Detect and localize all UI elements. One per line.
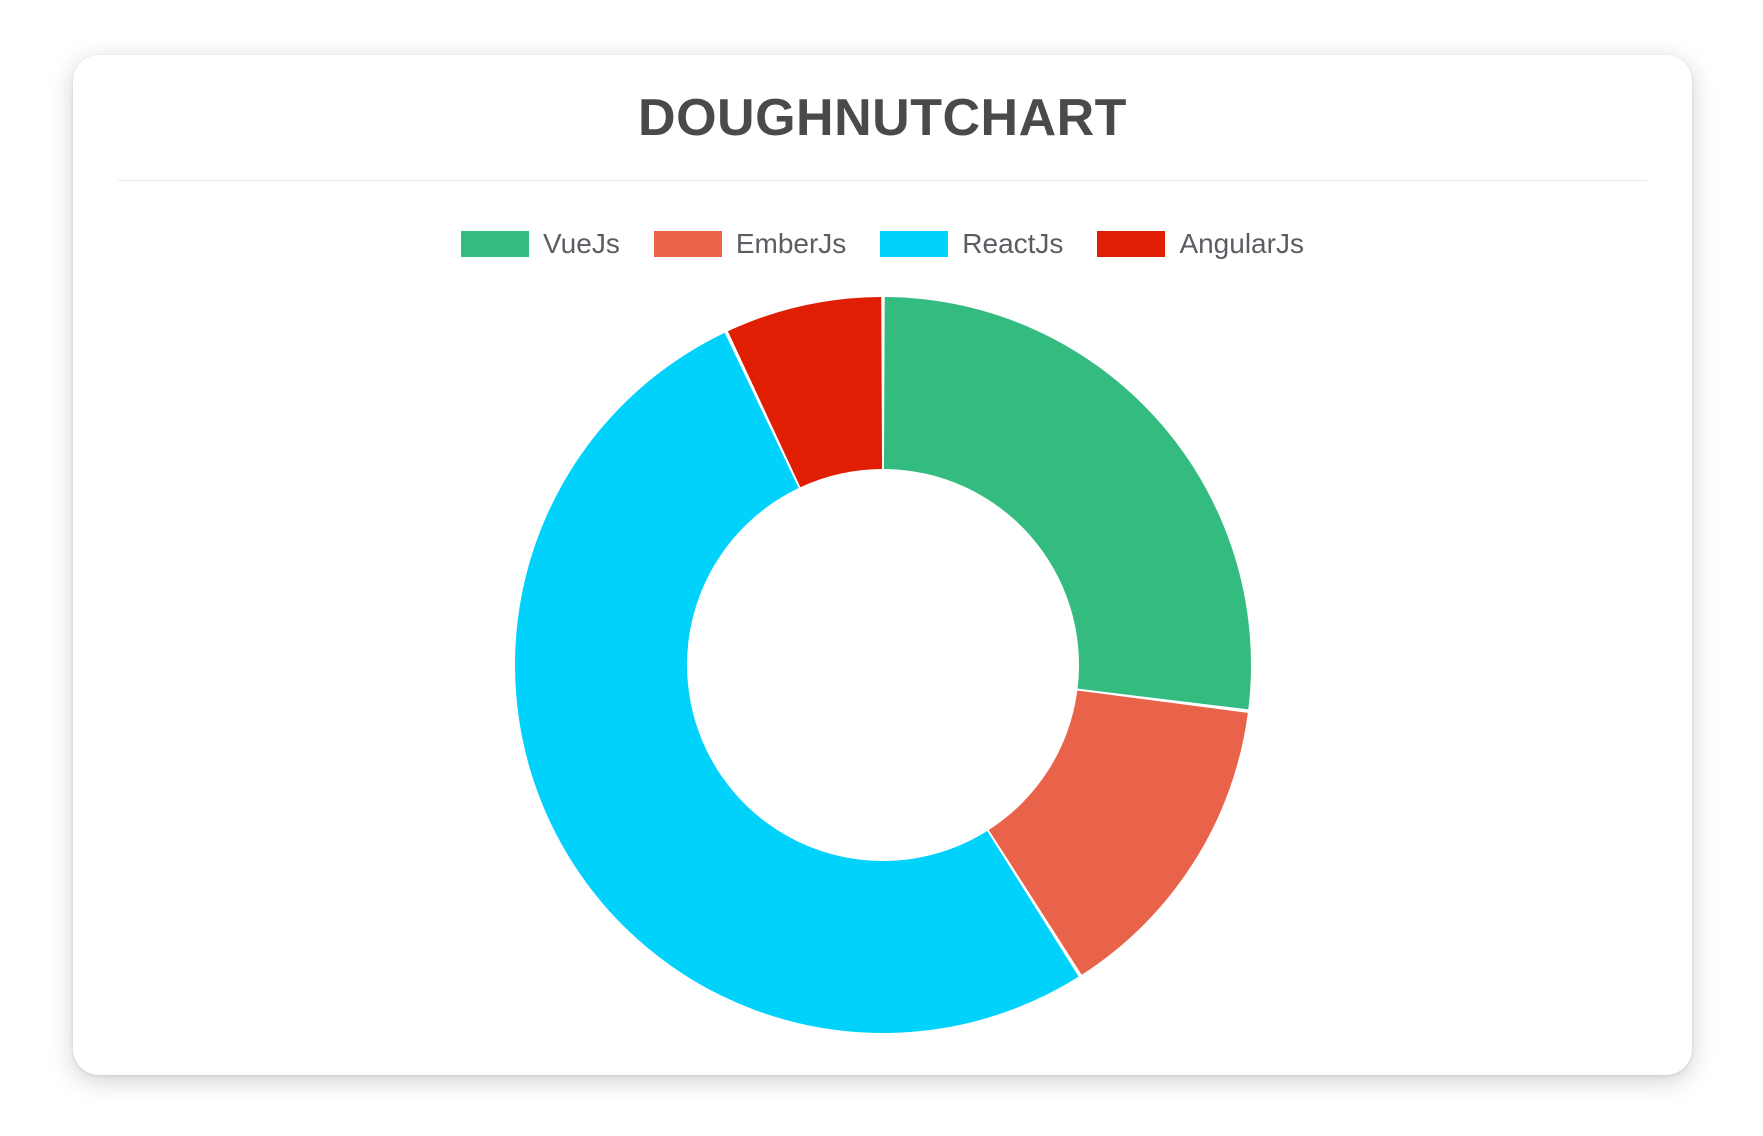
legend-item-emberjs[interactable]: EmberJs: [653, 228, 847, 259]
color-swatch-icon: [461, 231, 530, 257]
donut-slice-emberjs[interactable]: [988, 690, 1248, 975]
page-title: DOUGHNUTCHART: [638, 88, 1127, 147]
color-swatch-icon: [1097, 231, 1166, 257]
color-swatch-icon: [880, 231, 949, 257]
legend-item-label: EmberJs: [735, 228, 847, 259]
doughnut-chart[interactable]: [483, 265, 1283, 1065]
legend-item-label: ReactJs: [962, 228, 1064, 259]
chart-legend: VueJs EmberJs ReactJs AngularJs: [73, 230, 1692, 258]
legend-item-reactjs[interactable]: ReactJs: [880, 230, 1063, 258]
legend-item-angularjs[interactable]: AngularJs: [1097, 230, 1304, 258]
color-swatch-icon: [653, 231, 722, 257]
legend-item-label: AngularJs: [1179, 228, 1304, 259]
card-header: DOUGHNUTCHART: [73, 55, 1692, 180]
donut-slice-vuejs[interactable]: [883, 297, 1251, 710]
donut-slice-reactjs[interactable]: [514, 332, 1079, 1033]
donut-slice-angularjs[interactable]: [727, 297, 882, 488]
header-divider: [118, 180, 1647, 181]
legend-item-label: VueJs: [543, 228, 620, 259]
legend-item-vuejs[interactable]: VueJs: [461, 230, 620, 258]
chart-card: DOUGHNUTCHART VueJs EmberJs ReactJs Angular…: [73, 55, 1692, 1075]
chart-area: [73, 205, 1692, 1065]
